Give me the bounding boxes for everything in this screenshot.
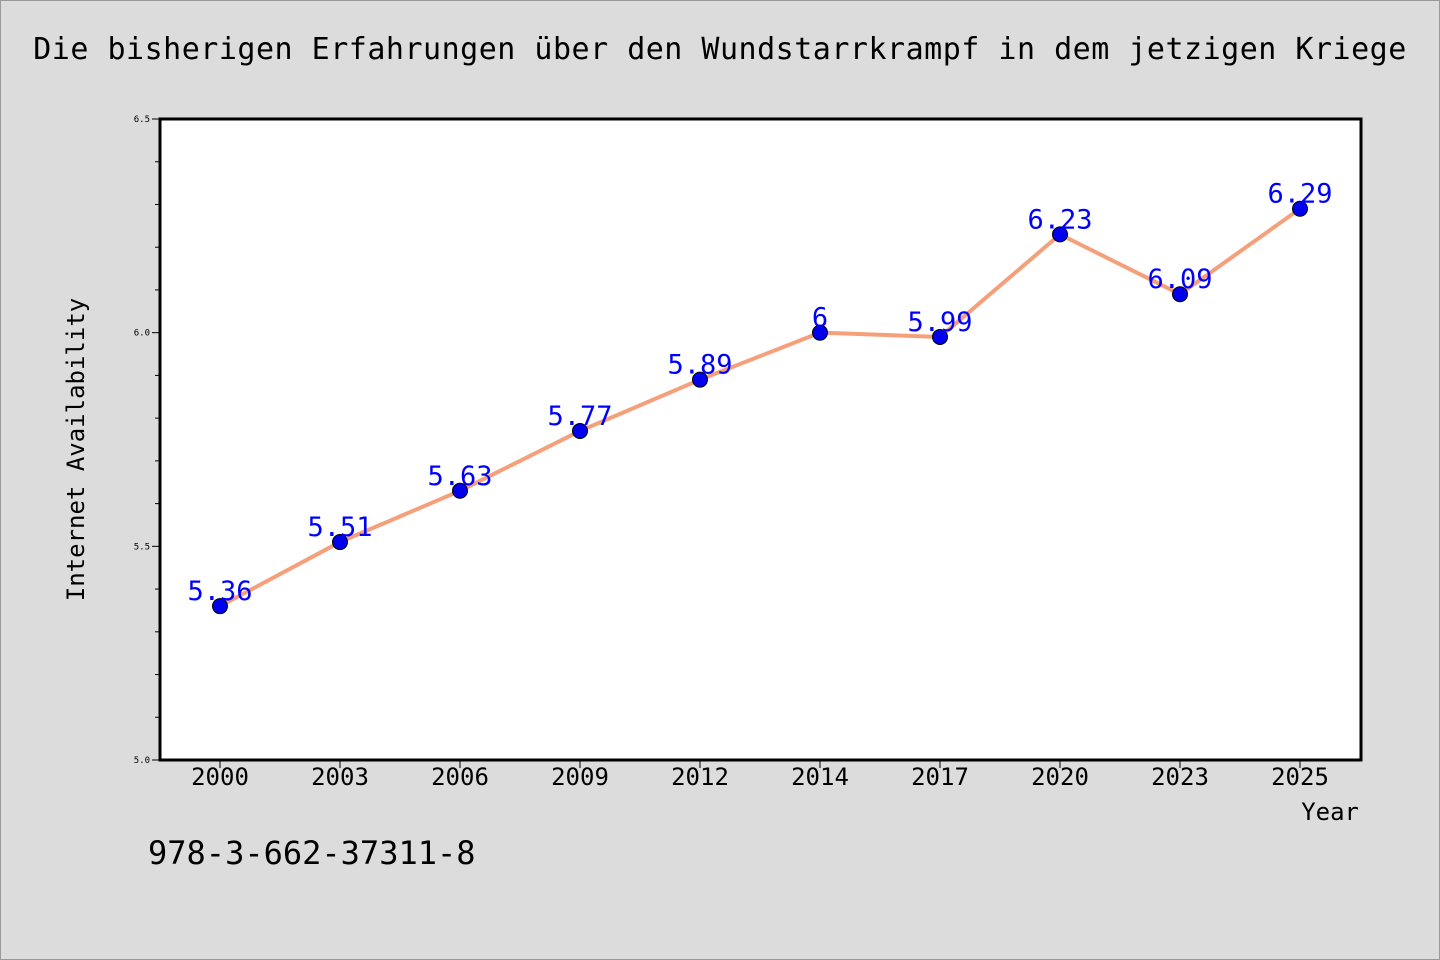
x-tick-label: 2009: [551, 763, 609, 791]
x-tick-label: 2012: [671, 763, 729, 791]
x-tick-label: 2017: [911, 763, 969, 791]
data-point: [572, 422, 588, 439]
data-point: [692, 371, 708, 388]
data-label: 5.99: [907, 307, 972, 338]
series-line: [218, 206, 1302, 609]
data-label: 5.63: [427, 461, 492, 492]
data-point: [932, 328, 948, 345]
x-tick-label: 2020: [1031, 763, 1089, 791]
x-tick-label: 2000: [191, 763, 249, 791]
data-point: [1052, 226, 1068, 243]
data-label: 5.51: [307, 512, 372, 543]
x-tick-label: 2003: [311, 763, 369, 791]
data-label: 5.77: [547, 401, 612, 432]
data-label: 6.09: [1147, 264, 1212, 295]
data-point: [332, 534, 348, 551]
data-label: 6.23: [1027, 204, 1092, 235]
data-label: 6.29: [1267, 179, 1332, 210]
data-point: [452, 482, 468, 499]
data-point: [212, 598, 228, 615]
y-tick-label: 5.5: [134, 542, 150, 552]
data-point: [812, 324, 828, 341]
data-point: [1292, 200, 1308, 217]
plot-area: [158, 117, 1363, 762]
y-tick-label: 5.0: [134, 756, 150, 766]
x-tick-label: 2006: [431, 763, 489, 791]
y-tick-label: 6.0: [134, 329, 150, 339]
isbn-text: 978-3-662-37311-8: [148, 834, 476, 872]
y-axis-label: Internet Availability: [62, 298, 90, 601]
y-tick-label: 6.5: [134, 115, 150, 125]
x-tick-label: 2023: [1151, 763, 1209, 791]
data-point: [1172, 286, 1188, 303]
x-tick-label: 2014: [791, 763, 849, 791]
data-label: 6: [812, 303, 828, 334]
data-label: 5.36: [187, 576, 252, 607]
chart-title: Die bisherigen Erfahrungen über den Wund…: [33, 32, 1407, 67]
x-tick-label: 2025: [1271, 763, 1329, 791]
data-label: 5.89: [667, 350, 732, 381]
x-axis-label: Year: [1301, 798, 1359, 826]
